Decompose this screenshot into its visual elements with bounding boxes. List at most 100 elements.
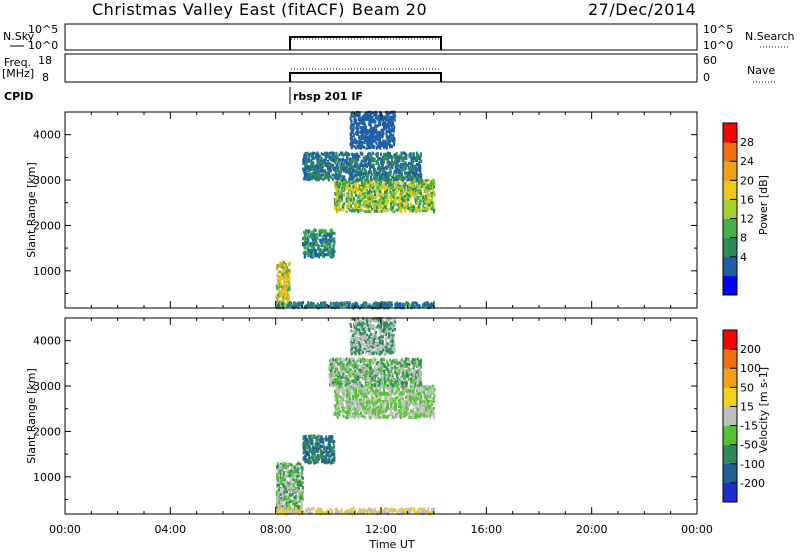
power-range-cell (355, 171, 357, 174)
freq-tick-bottom: 8 (42, 71, 49, 84)
velocity-range-cell (301, 501, 303, 504)
power-range-cell (378, 124, 380, 127)
power-range-cell (386, 176, 388, 179)
power-range-cell (283, 261, 285, 264)
power-range-cell (397, 168, 399, 171)
power-range-cell (372, 116, 374, 119)
velocity-range-cell (298, 491, 300, 494)
velocity-range-cell (309, 450, 311, 453)
power-range-cell (426, 209, 428, 212)
power-range-cell (378, 203, 380, 206)
velocity-range-cell (306, 510, 308, 513)
power-range-cell (337, 210, 339, 213)
power-range-cell (416, 207, 418, 210)
power-range-cell (395, 171, 397, 174)
power-range-cell (320, 176, 322, 179)
power-range-cell (309, 242, 311, 245)
power-range-cell (376, 210, 378, 213)
power-range-cell (433, 194, 435, 197)
power-range-cell (349, 143, 351, 146)
power-range-cell (323, 159, 325, 162)
velocity-range-cell (299, 472, 301, 475)
power-range-cell (410, 192, 412, 195)
power-range-cell (373, 158, 375, 161)
power-range-cell (335, 159, 337, 162)
power-range-cell (405, 157, 407, 160)
velocity-range-cell (317, 449, 319, 452)
power-range-cell (403, 303, 405, 306)
power-range-cell (389, 191, 391, 194)
velocity-range-cell (276, 500, 278, 503)
power-range-cell (361, 164, 363, 167)
power-range-cell (324, 301, 326, 304)
power-range-cell (372, 120, 374, 123)
power-range-cell (327, 175, 329, 178)
power-range-cell (347, 204, 349, 207)
power-range-cell (373, 127, 375, 130)
power-range-cell (370, 181, 372, 184)
power-range-cell (338, 174, 340, 177)
power-range-cell (288, 286, 290, 289)
power-range-cell (425, 195, 427, 198)
power-range-cell (367, 153, 369, 156)
power-range-cell (303, 161, 305, 164)
power-range-cell (410, 165, 412, 168)
power-range-cell (372, 152, 374, 155)
velocity-range-cell (311, 507, 313, 510)
power-range-cell (284, 288, 286, 291)
velocity-range-cell (301, 466, 303, 469)
power-range-cell (362, 201, 364, 204)
velocity-range-cell (391, 507, 393, 510)
power-range-cell (350, 174, 352, 177)
power-range-cell (380, 160, 382, 163)
velocity-range-cell (282, 464, 284, 467)
power-range-cell (336, 155, 338, 158)
power-range-cell (414, 186, 416, 189)
power-range-cell (413, 205, 415, 208)
power-range-cell (352, 202, 354, 205)
velocity-range-cell (291, 478, 293, 481)
power-range-cell (304, 256, 306, 259)
velocity-range-cell (279, 465, 281, 468)
power-range-cell (390, 187, 392, 190)
power-range-cell (334, 175, 336, 178)
power-range-cell (310, 164, 312, 167)
power-range-cell (313, 230, 315, 233)
power-range-cell (364, 170, 366, 173)
power-range-cell (388, 135, 390, 138)
power-range-cell (337, 190, 339, 193)
velocity-range-cell (328, 442, 330, 445)
power-range-cell (400, 193, 402, 196)
power-range-cell (392, 186, 394, 189)
power-range-cell (425, 182, 427, 185)
velocity-range-cell (346, 406, 348, 409)
power-range-cell (323, 231, 325, 234)
power-range-cell (423, 179, 425, 182)
velocity-range-cell (318, 456, 320, 459)
power-range-cell (383, 146, 385, 149)
power-range-cell (374, 203, 376, 206)
power-range-cell (420, 209, 422, 212)
power-range-cell (419, 164, 421, 167)
power-range-cell (321, 152, 323, 155)
velocity-range-cell (320, 445, 322, 448)
power-range-cell (311, 236, 313, 239)
velocity-range-cell (311, 456, 313, 459)
velocity-range-cell (326, 459, 328, 462)
power-range-cell (403, 157, 405, 160)
power-range-cell (288, 283, 290, 286)
velocity-range-cell (329, 450, 331, 453)
power-range-cell (395, 198, 397, 201)
power-range-cell (280, 283, 282, 286)
power-range-cell (425, 198, 427, 201)
power-range-cell (286, 286, 288, 289)
velocity-range-cell (300, 496, 302, 499)
power-range-cell (351, 210, 353, 213)
power-range-cell (311, 156, 313, 159)
power-range-cell (405, 161, 407, 164)
power-range-cell (361, 142, 363, 145)
velocity-range-cell (302, 477, 304, 480)
power-range-cell (357, 201, 359, 204)
velocity-range-cell (289, 493, 291, 496)
power-range-cell (332, 251, 334, 254)
